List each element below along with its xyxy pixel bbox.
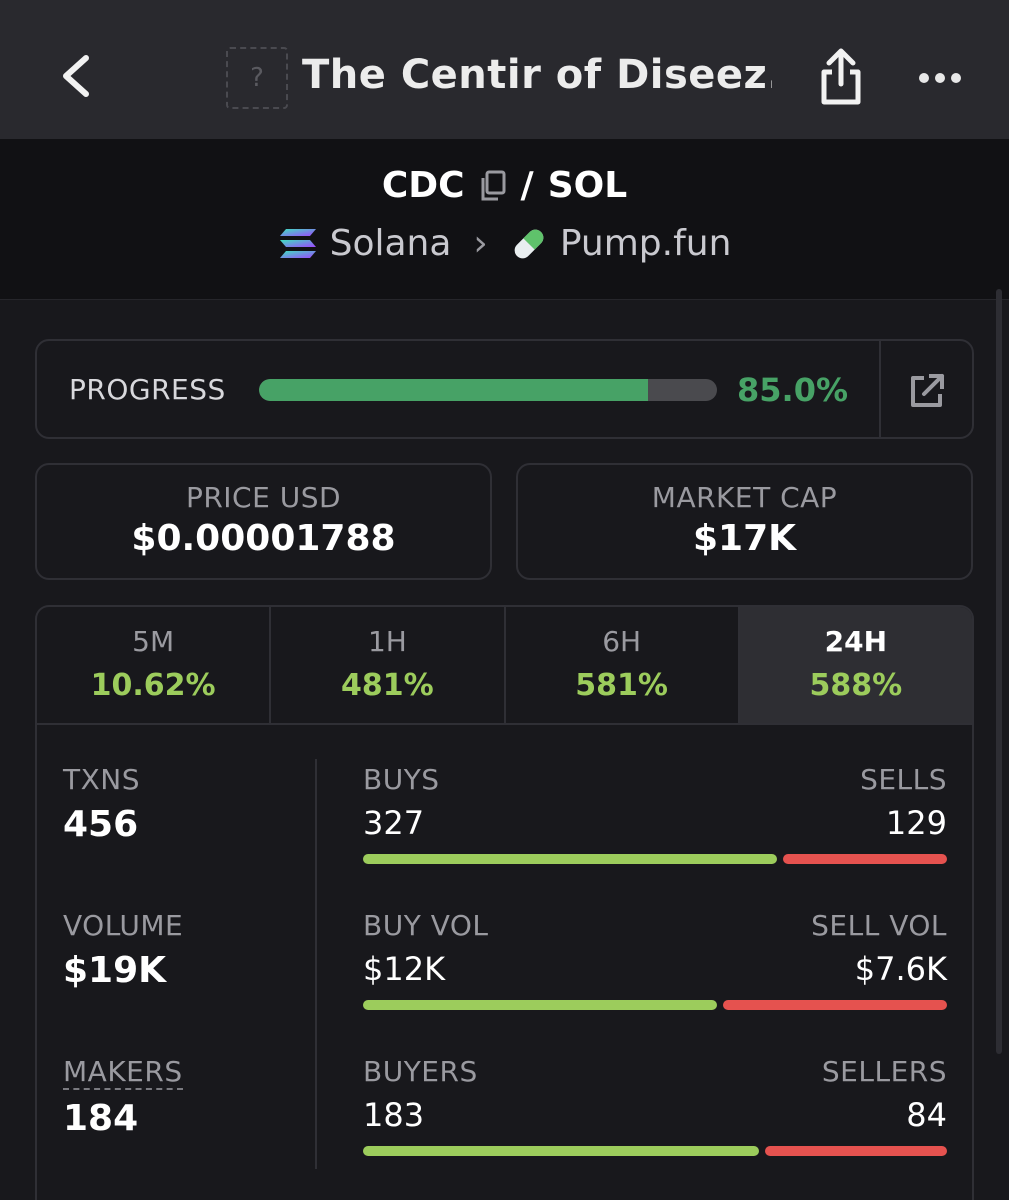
chevron-right-icon: › <box>473 223 488 264</box>
tab-24h[interactable]: 24H 588% <box>739 607 972 723</box>
share-button[interactable] <box>812 46 870 108</box>
bonding-progress-card: PROGRESS 85.0% <box>35 339 974 439</box>
buy-sell-volume-bar <box>363 1000 947 1010</box>
placeholder-question-icon: ? <box>250 63 264 93</box>
tab-label: 24H <box>824 625 888 658</box>
pill-icon <box>514 229 544 258</box>
chain-breadcrumb: Solana › Pump.fun <box>0 223 1009 264</box>
tab-label: 5M <box>132 625 175 658</box>
market-cap-value: $17K <box>692 518 797 559</box>
divider <box>879 341 881 437</box>
tab-5m[interactable]: 5M 10.62% <box>37 607 272 723</box>
stats-panel: 5M 10.62% 1H 481% 6H 581% 24H 588% TXNS … <box>35 605 974 1200</box>
token-image-placeholder: ? <box>226 47 288 109</box>
buyers-sellers-bar <box>363 1146 947 1156</box>
base-symbol: CDC <box>381 165 465 206</box>
sell-bar-segment <box>764 1146 947 1156</box>
buyers-value: 183 <box>363 1096 425 1134</box>
market-cap-label: MARKET CAP <box>651 481 838 514</box>
price-usd-value: $0.00001788 <box>131 518 396 559</box>
scrollbar[interactable] <box>996 289 1002 1054</box>
progress-value: 85.0% <box>737 371 849 409</box>
tab-1h[interactable]: 1H 481% <box>271 607 506 723</box>
price-usd-card: PRICE USD $0.00001788 <box>35 463 492 580</box>
buyers-label: BUYERS <box>363 1055 478 1088</box>
dex-link[interactable]: Pump.fun <box>559 223 732 264</box>
buys-sells-row: BUYS SELLS 327 129 <box>363 763 947 864</box>
sell-bar-segment <box>783 854 947 864</box>
txns-value: 456 <box>63 804 139 845</box>
tab-6h[interactable]: 6H 581% <box>506 607 740 723</box>
share-icon <box>821 48 861 105</box>
sells-value: 129 <box>885 804 947 842</box>
top-nav-bar: ? The Centir of Diseez... <box>0 0 1009 139</box>
quote-symbol: SOL <box>547 165 628 206</box>
volume-label: VOLUME <box>63 909 184 942</box>
timeframe-tabs: 5M 10.62% 1H 481% 6H 581% 24H 588% <box>37 607 972 725</box>
sell-vol-label: SELL VOL <box>811 909 947 942</box>
tab-change: 481% <box>341 668 434 703</box>
buy-vol-value: $12K <box>363 950 446 988</box>
tab-label: 1H <box>367 625 407 658</box>
page-title: The Centir of Diseez... <box>302 52 772 98</box>
makers-value: 184 <box>63 1098 139 1139</box>
makers-stat: MAKERS 184 <box>63 1055 183 1139</box>
buys-value: 327 <box>363 804 425 842</box>
solana-logo-icon <box>279 228 316 258</box>
more-options-button[interactable] <box>912 58 968 98</box>
sellers-value: 84 <box>906 1096 947 1134</box>
pair-separator: / <box>520 165 534 206</box>
market-cap-card: MARKET CAP $17K <box>516 463 973 580</box>
progress-label: PROGRESS <box>69 373 226 406</box>
makers-label[interactable]: MAKERS <box>63 1055 183 1090</box>
volume-value: $19K <box>63 950 167 991</box>
open-external-button[interactable] <box>907 371 947 411</box>
sellers-label: SELLERS <box>821 1055 947 1088</box>
volume-stat: VOLUME $19K <box>63 909 183 991</box>
price-usd-label: PRICE USD <box>185 481 342 514</box>
txns-stat: TXNS 456 <box>63 763 140 845</box>
more-dot-icon <box>935 73 945 83</box>
tab-label: 6H <box>602 625 642 658</box>
buyers-sellers-row: BUYERS SELLERS 183 84 <box>363 1055 947 1156</box>
copy-icon[interactable] <box>479 170 507 202</box>
buy-bar-segment <box>363 854 778 864</box>
divider <box>315 759 317 1169</box>
progress-bar-fill <box>259 379 649 401</box>
sell-bar-segment <box>722 1000 947 1010</box>
sells-label: SELLS <box>860 763 947 796</box>
buy-bar-segment <box>363 1000 717 1010</box>
txns-label: TXNS <box>63 763 141 796</box>
tab-change: 10.62% <box>90 668 216 703</box>
back-button[interactable] <box>48 46 104 106</box>
pair-name: CDC / SOL <box>0 165 1009 206</box>
external-link-icon <box>911 374 944 407</box>
sell-vol-value: $7.6K <box>854 950 947 988</box>
pair-header: CDC / SOL Solana › <box>0 139 1009 1054</box>
buys-sells-bar <box>363 854 947 864</box>
buy-bar-segment <box>363 1146 759 1156</box>
chevron-left-icon <box>63 55 89 97</box>
more-dot-icon <box>919 73 929 83</box>
chain-link[interactable]: Solana <box>329 223 452 264</box>
tab-change: 581% <box>575 668 668 703</box>
tab-change: 588% <box>809 668 903 703</box>
buys-label: BUYS <box>363 763 440 796</box>
progress-bar <box>259 379 717 401</box>
more-dot-icon <box>951 73 961 83</box>
buy-sell-volume-row: BUY VOL SELL VOL $12K $7.6K <box>363 909 947 1010</box>
buy-vol-label: BUY VOL <box>363 909 489 942</box>
